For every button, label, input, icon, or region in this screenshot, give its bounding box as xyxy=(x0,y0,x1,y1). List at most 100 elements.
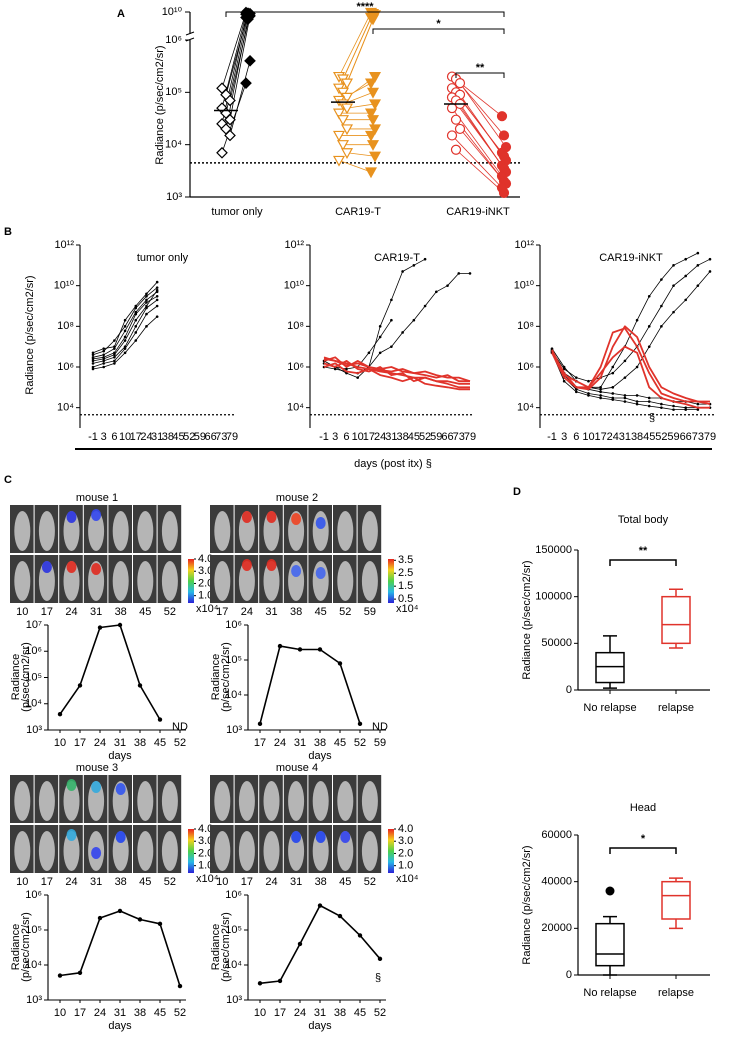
y-axis-label: Radiance xyxy=(10,924,22,970)
significance-bracket xyxy=(609,847,677,854)
point xyxy=(599,394,602,397)
panel-letter: B xyxy=(4,226,12,238)
colorbar-tick-label: 4.0 xyxy=(198,553,213,565)
lower-whisker xyxy=(669,643,683,649)
y-tick-label: 10⁶ xyxy=(165,34,182,46)
image-day-label: 17 xyxy=(216,606,228,618)
point xyxy=(412,318,416,322)
mouse-body xyxy=(288,831,305,871)
x-tick-label: 73 xyxy=(692,431,704,443)
point xyxy=(575,388,578,391)
lower-whisker xyxy=(669,919,683,930)
x-tick-label: 10 xyxy=(119,431,131,443)
point xyxy=(134,312,138,316)
x-tick-label: 59 xyxy=(430,431,442,443)
signal xyxy=(315,517,326,529)
x-tick-label: 52 xyxy=(419,431,431,443)
colorbar-tick-label: 4.0 xyxy=(398,823,413,835)
mouse-title: mouse 3 xyxy=(76,762,118,774)
point xyxy=(635,365,639,369)
colorbar-tick-label: 3.5 xyxy=(398,554,413,566)
point xyxy=(113,339,116,342)
mouse-title: mouse 4 xyxy=(276,762,318,774)
x-tick-label: 17 xyxy=(594,431,606,443)
mouse-body xyxy=(14,511,31,551)
y-axis-label: Radiance xyxy=(10,654,22,700)
point xyxy=(113,353,116,357)
marker xyxy=(366,87,380,99)
point xyxy=(91,365,95,369)
signal xyxy=(315,567,326,579)
image-day-label: 17 xyxy=(41,606,53,618)
colorbar-tick-label: 0.5 xyxy=(398,593,413,605)
colorbar-tick-label: 4.0 xyxy=(198,823,213,835)
mouse-body xyxy=(161,561,178,601)
x-tick-label: 24 xyxy=(94,1007,106,1019)
point xyxy=(134,318,138,322)
marker xyxy=(368,99,382,111)
mouse-body xyxy=(337,511,354,551)
point xyxy=(587,392,590,395)
point xyxy=(157,717,163,722)
x-tick-label: 52 xyxy=(174,737,186,749)
x-tick-label: 59 xyxy=(374,737,386,749)
point xyxy=(684,274,687,278)
axis-break xyxy=(185,31,195,36)
x-tick-label: 24 xyxy=(607,431,619,443)
x-axis-label: days xyxy=(308,750,332,762)
significance-label: * xyxy=(436,18,441,30)
signal xyxy=(315,831,326,843)
pair-connector xyxy=(346,152,376,157)
point xyxy=(377,956,383,962)
x-tick-label: 3 xyxy=(332,431,338,443)
signal xyxy=(66,829,77,841)
image-day-label: 31 xyxy=(290,876,302,888)
outlier xyxy=(605,886,615,896)
signal xyxy=(291,831,302,843)
mouse-body xyxy=(214,831,231,871)
series-line xyxy=(59,624,161,721)
chart-title: CAR19-T xyxy=(374,252,420,264)
point xyxy=(155,298,159,302)
x-tick-label: No relapse xyxy=(583,987,636,999)
point xyxy=(611,365,615,369)
y-tick-label: 10¹⁰ xyxy=(284,280,305,292)
point xyxy=(623,396,627,400)
mouse-body xyxy=(88,781,105,821)
point xyxy=(390,345,393,348)
mouse-body xyxy=(337,561,354,601)
x-tick-label: 73 xyxy=(215,431,227,443)
marker xyxy=(240,77,252,89)
x-tick-label: 45 xyxy=(172,431,184,443)
x-tick-label: 38 xyxy=(134,1007,146,1019)
y-axis-label: (p/sec/cm2/sr) xyxy=(20,912,32,982)
y-tick-label: 10⁶ xyxy=(225,619,242,631)
y-axis-label: Radiance (p/sec/cm2/sr) xyxy=(154,45,166,164)
chart-title: Head xyxy=(630,802,656,814)
y-tick-label: 60000 xyxy=(541,829,572,841)
panel-letter: D xyxy=(513,486,521,498)
image-day-label: 38 xyxy=(115,606,127,618)
y-tick-label: 10¹⁰ xyxy=(514,280,535,292)
x-tick-label: 17 xyxy=(363,431,375,443)
point xyxy=(91,353,95,357)
point xyxy=(257,981,263,986)
point xyxy=(672,408,675,411)
point xyxy=(91,351,95,355)
signal xyxy=(91,847,102,859)
point xyxy=(134,325,138,328)
point xyxy=(623,394,627,397)
image-day-label: 10 xyxy=(16,606,28,618)
point xyxy=(113,362,116,365)
mouse-body xyxy=(312,831,329,871)
point xyxy=(684,406,687,409)
x-tick-label: 31 xyxy=(294,737,306,749)
x-tick-label: 24 xyxy=(274,737,286,749)
x-tick-label: 24 xyxy=(140,431,152,443)
signal xyxy=(41,561,52,573)
point xyxy=(696,251,700,255)
y-axis-label: Radiance xyxy=(210,924,222,970)
point xyxy=(357,933,363,938)
x-tick-label: 3 xyxy=(101,431,107,443)
